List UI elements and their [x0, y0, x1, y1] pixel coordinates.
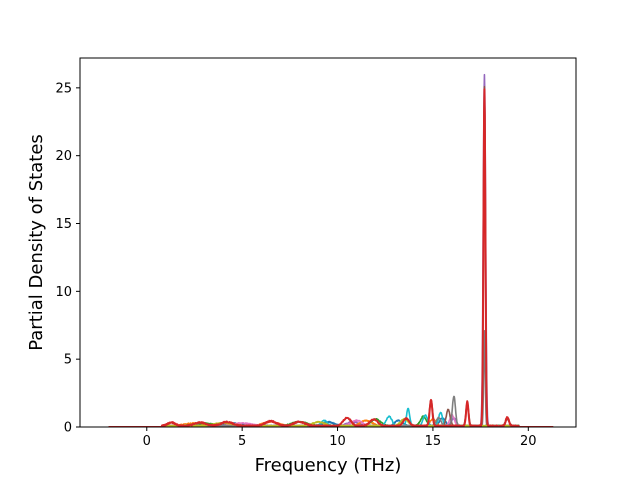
x-tick-label: 10	[329, 434, 346, 449]
y-tick-label: 5	[64, 353, 72, 368]
series-line-10	[108, 88, 554, 427]
y-tick-label: 10	[55, 285, 72, 300]
x-tick-label: 15	[425, 434, 442, 449]
x-axis-label: Frequency (THz)	[255, 455, 402, 476]
y-tick-label: 0	[64, 421, 72, 436]
y-tick-label: 15	[55, 217, 72, 232]
x-tick-label: 20	[520, 434, 537, 449]
y-tick-label: 20	[55, 149, 72, 164]
y-axis-label: Partial Density of States	[26, 134, 47, 351]
y-tick-label: 25	[55, 81, 72, 96]
series-layer	[108, 73, 554, 427]
plot-background	[80, 58, 576, 427]
x-axis-ticks: 0 5 10 15 20	[143, 427, 537, 449]
plot-frame	[79, 57, 577, 428]
x-tick-label: 0	[143, 434, 151, 449]
x-tick-label: 5	[238, 434, 246, 449]
y-axis-ticks: 0 5 10 15 20 25	[55, 81, 80, 436]
